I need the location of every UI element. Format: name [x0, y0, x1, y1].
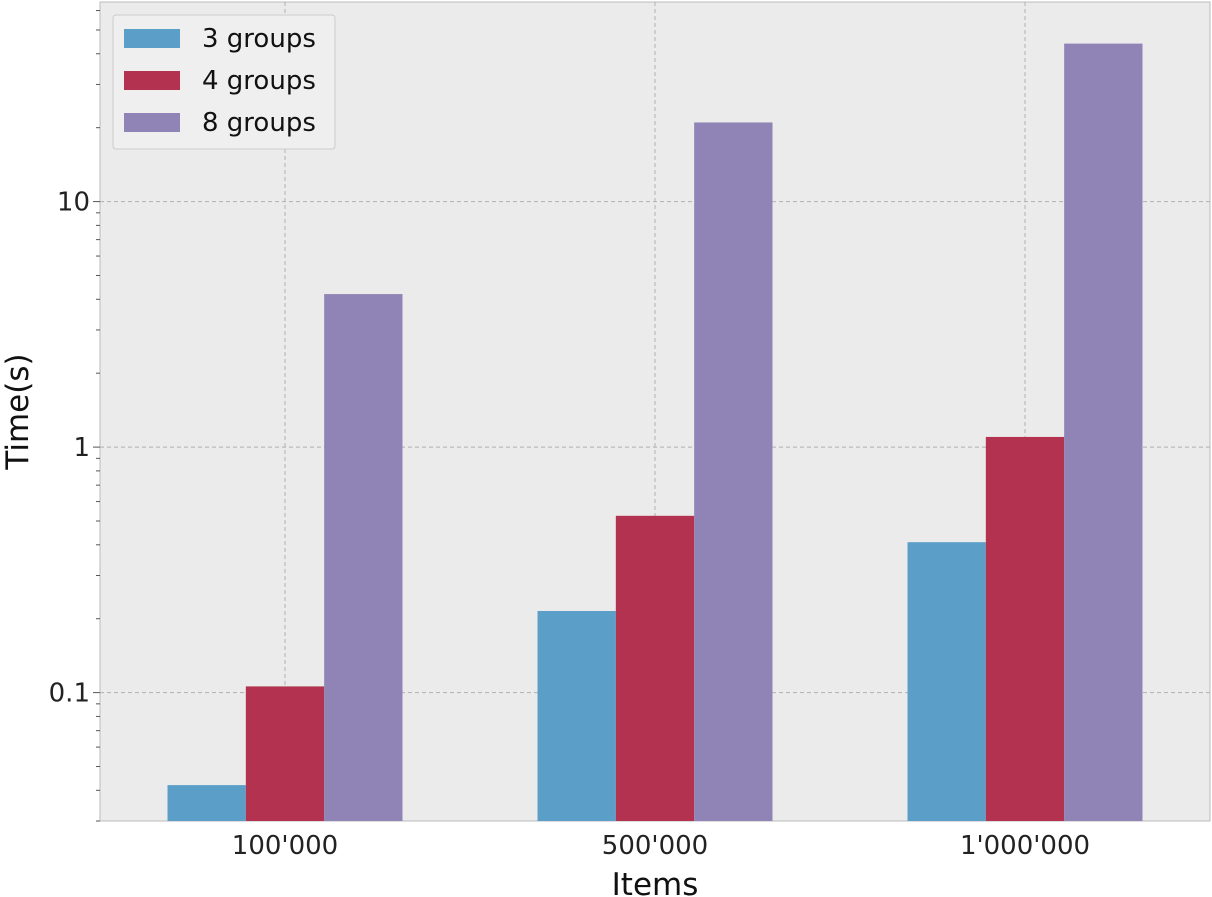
legend-swatch	[124, 29, 180, 48]
bar-8-groups-2	[1064, 43, 1143, 822]
legend-label: 8 groups	[202, 108, 316, 138]
bar-8-groups-0	[324, 294, 403, 821]
legend-swatch	[124, 113, 180, 132]
legend-swatch	[124, 71, 180, 90]
legend: 3 groups 4 groups 8 groups	[112, 14, 336, 150]
bar-3-groups-2	[907, 542, 986, 821]
bar-8-groups-1	[694, 122, 773, 821]
x-tick-labels: 100'000 500'000 1'000'000	[232, 831, 1090, 861]
x-tick-label: 1'000'000	[960, 831, 1090, 861]
y-tick-label: 1	[73, 433, 90, 463]
bar-4-groups-2	[985, 436, 1065, 821]
bar-3-groups-1	[537, 611, 616, 821]
x-axis-label: Items	[612, 867, 699, 897]
x-tick-label: 500'000	[602, 831, 708, 861]
y-tick-labels: 0.1 1 10	[49, 188, 90, 709]
bar-4-groups-1	[615, 515, 695, 821]
y-minor-ticks	[93, 10, 100, 822]
legend-label: 3 groups	[202, 24, 316, 54]
bars	[167, 43, 1143, 822]
bar-3-groups-0	[167, 785, 246, 821]
legend-label: 4 groups	[202, 66, 316, 96]
bar-4-groups-0	[245, 686, 325, 821]
y-tick-label: 10	[57, 188, 90, 218]
x-tick-label: 100'000	[232, 831, 338, 861]
y-tick-label: 0.1	[49, 679, 90, 709]
y-axis-label: Time(s)	[0, 353, 36, 470]
